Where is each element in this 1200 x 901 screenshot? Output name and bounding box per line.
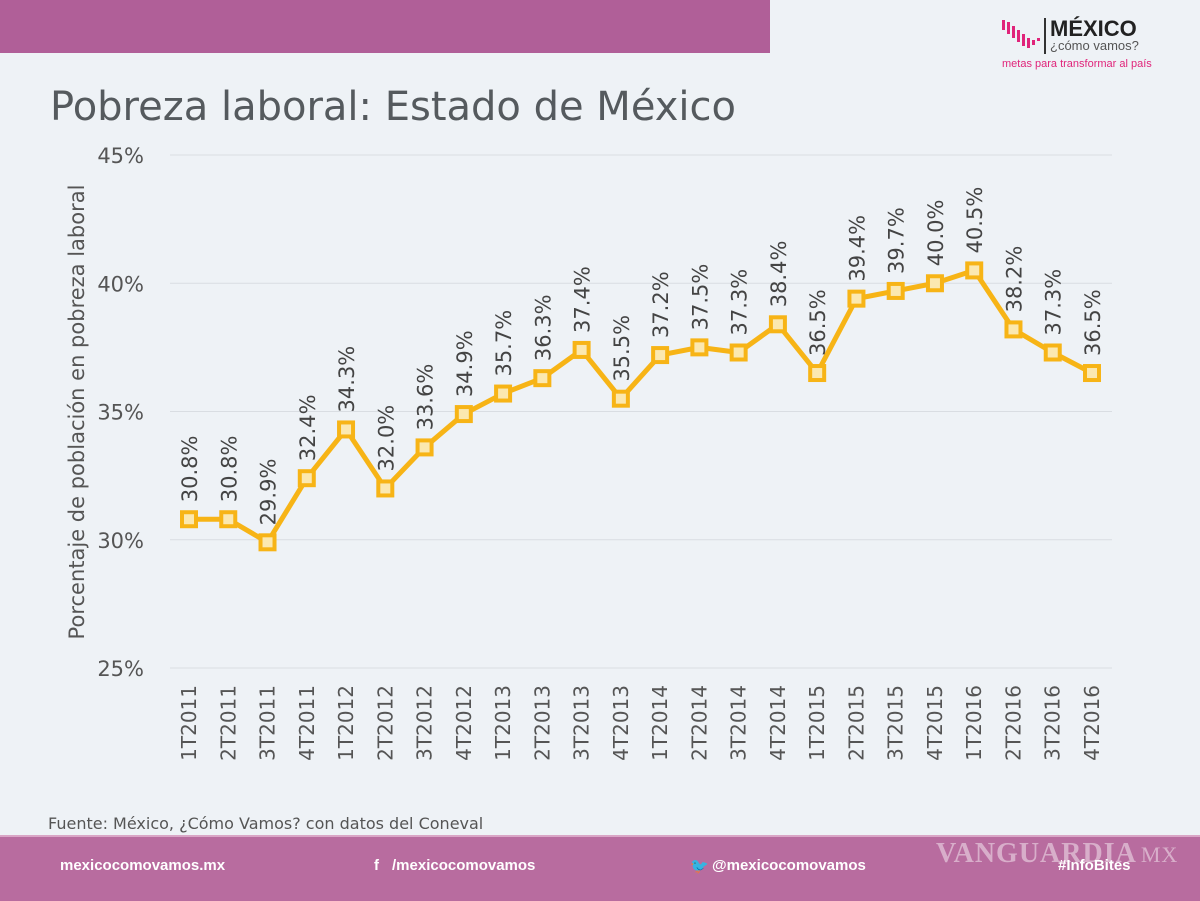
data-label: 39.4% — [845, 215, 869, 282]
data-label: 34.9% — [453, 330, 477, 397]
data-label: 40.5% — [963, 187, 987, 254]
x-tick-label: 3T2016 — [1041, 685, 1065, 761]
x-tick-label: 1T2015 — [805, 685, 829, 761]
data-label: 37.3% — [728, 269, 752, 336]
x-tick-label: 2T2014 — [687, 685, 711, 761]
logo-divider — [1044, 18, 1046, 54]
data-label: 36.5% — [1081, 289, 1105, 356]
top-banner — [0, 0, 770, 53]
data-label: 37.3% — [1042, 269, 1066, 336]
data-label: 40.0% — [924, 200, 948, 267]
data-label: 34.3% — [335, 346, 359, 413]
data-point — [808, 364, 827, 383]
data-label: 36.5% — [806, 289, 830, 356]
x-tick-label: 3T2013 — [570, 685, 594, 761]
x-tick-label: 1T2014 — [648, 685, 672, 761]
x-tick-label: 2T2012 — [373, 685, 397, 761]
data-point — [180, 510, 198, 529]
data-point — [768, 315, 787, 334]
data-point — [258, 533, 277, 552]
data-point — [1004, 320, 1023, 339]
data-point — [219, 510, 238, 529]
data-label: 35.7% — [492, 310, 516, 377]
data-point — [1043, 343, 1062, 362]
footer-facebook-link[interactable]: /mexicocomovamos — [392, 857, 536, 874]
watermark-text: VANGUARDIA — [936, 838, 1137, 869]
logo-map-icon — [1002, 20, 1040, 48]
footer-site-link[interactable]: mexicocomovamos.mx — [60, 857, 226, 874]
footer-twitter-link[interactable]: @mexicocomovamos — [712, 857, 866, 874]
data-label: 30.8% — [217, 436, 241, 503]
data-label: 32.0% — [374, 405, 398, 472]
x-tick-label: 1T2011 — [177, 685, 201, 761]
twitter-icon: 🐦 — [690, 858, 709, 875]
y-tick-label: 25% — [97, 657, 144, 681]
data-point — [729, 343, 748, 362]
y-tick-label: 40% — [97, 272, 144, 296]
y-tick-label: 30% — [97, 529, 144, 553]
data-point — [572, 340, 591, 359]
data-label: 32.4% — [296, 394, 320, 461]
data-label: 39.7% — [885, 207, 909, 274]
data-point — [847, 289, 866, 308]
source-note: Fuente: México, ¿Cómo Vamos? con datos d… — [48, 814, 484, 833]
x-tick-label: 3T2014 — [727, 685, 751, 761]
data-point — [337, 420, 356, 439]
x-tick-label: 3T2011 — [256, 685, 280, 761]
data-point — [611, 389, 630, 408]
x-tick-label: 4T2014 — [766, 685, 790, 761]
footer: mexicocomovamos.mx f /mexicocomovamos 🐦 … — [0, 835, 1200, 901]
page-title: Pobreza laboral: Estado de México — [50, 84, 736, 130]
watermark: VANGUARDIA MX — [936, 838, 1178, 870]
y-tick-label: 35% — [97, 401, 144, 425]
x-tick-label: 4T2011 — [295, 685, 319, 761]
series-line — [189, 267, 1094, 545]
data-label: 38.4% — [767, 241, 791, 308]
data-label: 37.4% — [571, 266, 595, 333]
data-point — [494, 384, 513, 403]
x-tick-label: 4T2015 — [923, 685, 947, 761]
data-point — [297, 469, 316, 488]
data-point — [925, 274, 944, 293]
x-tick-label: 1T2012 — [334, 685, 358, 761]
data-label: 30.8% — [178, 436, 202, 503]
x-tick-label: 2T2015 — [844, 685, 868, 761]
data-point — [454, 405, 473, 424]
data-point — [1083, 364, 1101, 383]
logo-title: MÉXICO — [1050, 16, 1137, 41]
y-axis-label: Porcentaje de población en pobreza labor… — [65, 185, 89, 640]
watermark-suffix: MX — [1140, 842, 1179, 867]
logo: MÉXICO ¿cómo vamos? metas para transform… — [1000, 16, 1190, 76]
x-tick-label: 1T2016 — [962, 685, 986, 761]
x-tick-label: 3T2012 — [413, 685, 437, 761]
logo-subtitle: ¿cómo vamos? — [1050, 38, 1139, 53]
logo-tagline: metas para transformar al país — [1002, 58, 1152, 70]
x-tick-label: 4T2012 — [452, 685, 476, 761]
x-tick-label: 1T2013 — [491, 685, 515, 761]
data-label: 37.5% — [688, 264, 712, 331]
data-point — [376, 479, 395, 498]
x-tick-label: 2T2013 — [530, 685, 554, 761]
data-label: 35.5% — [610, 315, 634, 382]
x-tick-label: 2T2016 — [1001, 685, 1025, 761]
data-point — [415, 438, 434, 457]
data-point — [886, 281, 905, 300]
data-label: 33.6% — [414, 364, 438, 431]
data-label: 36.3% — [531, 294, 555, 361]
x-tick-label: 3T2015 — [884, 685, 908, 761]
facebook-icon: f — [374, 857, 379, 874]
data-point — [965, 261, 984, 280]
x-tick-label: 4T2016 — [1080, 685, 1104, 761]
y-tick-label: 45% — [97, 144, 144, 168]
data-label: 38.2% — [1002, 246, 1026, 313]
footer-hashtag: #InfoBites — [1058, 857, 1131, 874]
data-point — [533, 369, 552, 388]
data-point — [651, 346, 670, 365]
x-tick-label: 4T2013 — [609, 685, 633, 761]
x-tick-label: 2T2011 — [216, 685, 240, 761]
data-label: 29.9% — [257, 459, 281, 526]
data-point — [690, 338, 709, 357]
data-label: 37.2% — [649, 271, 673, 338]
